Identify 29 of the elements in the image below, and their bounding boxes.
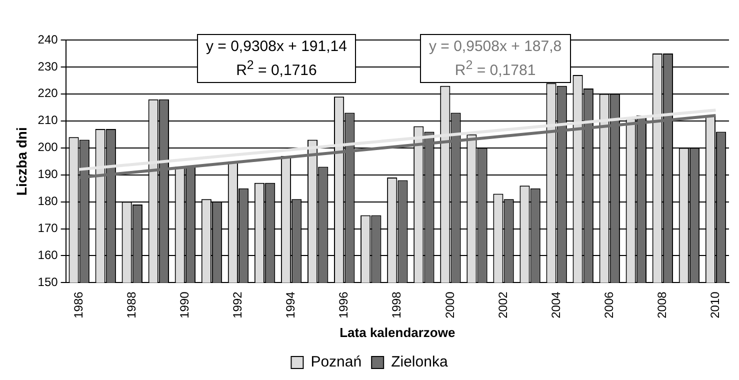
annotation: y = 0,9508x + 187,8 R$^{2}$ = 0,1781 bbox=[429, 37, 562, 80]
y-tick-label: 210 bbox=[38, 113, 58, 128]
x-tick-label: 1990 bbox=[178, 291, 192, 318]
x-tick-label: 1992 bbox=[230, 291, 245, 318]
y-tick-label: 160 bbox=[38, 248, 58, 262]
x-tick-label: 2010 bbox=[708, 291, 722, 318]
x-tick-label: 1988 bbox=[124, 291, 138, 318]
y-tick-label: 240 bbox=[38, 32, 58, 46]
x-tick-label: 1996 bbox=[336, 291, 351, 318]
y-axis-title: Liczba dni bbox=[13, 127, 30, 196]
x-tick-label: 1998 bbox=[390, 291, 404, 318]
x-tick-label: 2006 bbox=[602, 291, 616, 318]
x-axis-title: Lata kalendarzowe bbox=[340, 324, 456, 340]
y-tick-label: 200 bbox=[38, 140, 58, 154]
y-tick-label: 230 bbox=[38, 59, 58, 74]
y-tick-label: 220 bbox=[38, 86, 58, 100]
x-tick-label: 2002 bbox=[496, 291, 510, 318]
x-tick-label: 1994 bbox=[284, 291, 298, 318]
annotation: y = 0,9308x + 191,14 R$^{2}$ = 0,1716 bbox=[206, 37, 347, 80]
y-tick-label: 170 bbox=[38, 221, 58, 236]
x-tick-label: 2000 bbox=[442, 291, 457, 318]
x-tick-label: 2004 bbox=[548, 291, 563, 318]
legend-label: Zielonka bbox=[391, 354, 448, 371]
x-tick-label: 1986 bbox=[71, 291, 86, 318]
x-tick-label: 2008 bbox=[654, 291, 669, 318]
y-tick-label: 180 bbox=[38, 194, 58, 208]
legend-label: Poznań bbox=[310, 354, 362, 371]
y-tick-label: 190 bbox=[38, 167, 58, 182]
y-tick-label: 150 bbox=[38, 275, 58, 290]
